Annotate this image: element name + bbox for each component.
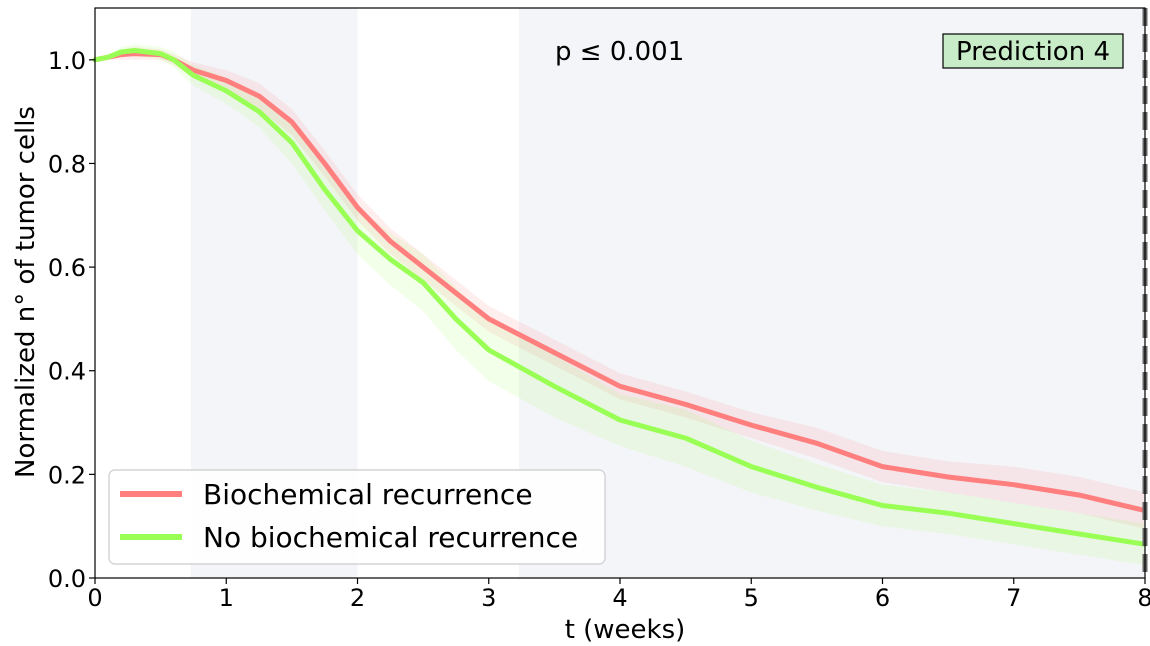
y-tick-label-1.0: 1.0 <box>48 47 86 75</box>
legend: Biochemical recurrence No biochemical re… <box>108 469 606 565</box>
x-tick-label-4: 4 <box>612 584 627 612</box>
shaded-regions <box>190 8 1145 578</box>
confidence-bands <box>95 44 1145 566</box>
band-no-biochemical-recurrence <box>95 44 1145 566</box>
x-tick-label-8: 8 <box>1137 584 1150 612</box>
x-tick-label-3: 3 <box>481 584 496 612</box>
y-tick-label-0.6: 0.6 <box>48 254 86 282</box>
series-lines <box>92 48 1148 547</box>
x-axis: 0 1 2 3 4 5 6 7 8 <box>87 578 1150 612</box>
legend-label-biochemical: Biochemical recurrence <box>203 478 533 511</box>
prediction-badge-box <box>942 33 1124 69</box>
shaded-region-2 <box>518 8 1145 578</box>
band-biochemical-recurrence <box>95 46 1145 529</box>
prediction-badge: Prediction 4 <box>942 33 1124 69</box>
y-tick-label-0.0: 0.0 <box>48 565 86 593</box>
x-axis-title: t (weeks) <box>565 615 686 645</box>
y-tick-label-0.8: 0.8 <box>48 150 86 178</box>
y-tick-label-0.2: 0.2 <box>48 461 86 489</box>
line-no-biochemical-recurrence <box>92 48 1148 547</box>
legend-label-no-biochemical: No biochemical recurrence <box>203 521 578 554</box>
x-tick-label-0: 0 <box>87 584 102 612</box>
prediction-badge-label: Prediction 4 <box>956 37 1110 67</box>
x-tick-label-7: 7 <box>1006 584 1021 612</box>
x-tick-label-6: 6 <box>875 584 890 612</box>
x-tick-label-2: 2 <box>350 584 365 612</box>
y-tick-label-0.4: 0.4 <box>48 358 86 386</box>
x-tick-label-5: 5 <box>744 584 759 612</box>
p-value-annotation: p ≤ 0.001 <box>555 37 684 67</box>
x-tick-label-1: 1 <box>219 584 234 612</box>
y-axis: 0.0 0.2 0.4 0.6 0.8 1.0 <box>48 47 95 593</box>
legend-box <box>108 469 606 565</box>
y-axis-title: Normalized n° of tumor cells <box>11 106 41 478</box>
